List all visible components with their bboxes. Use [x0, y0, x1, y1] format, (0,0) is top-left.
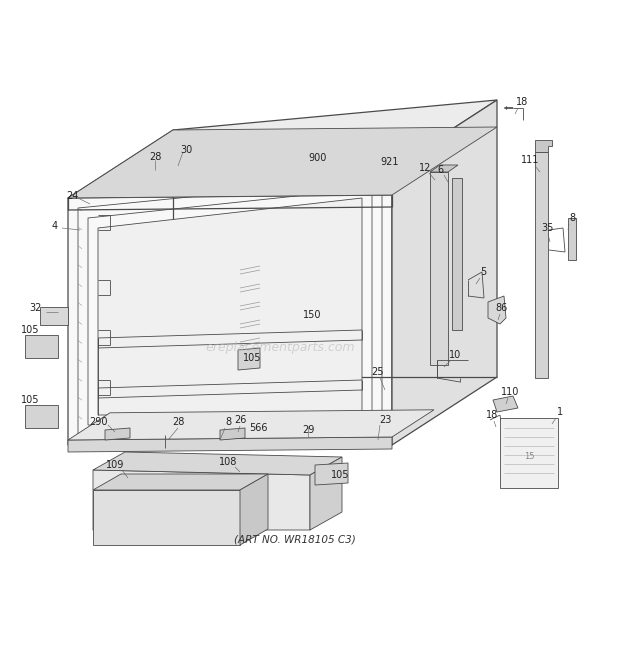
Polygon shape [68, 437, 392, 452]
Polygon shape [68, 410, 434, 440]
Text: 28: 28 [172, 417, 184, 427]
Polygon shape [315, 463, 348, 485]
Polygon shape [535, 152, 548, 378]
Polygon shape [93, 474, 268, 490]
Text: 32: 32 [30, 303, 42, 313]
Polygon shape [430, 172, 448, 365]
Text: (ART NO. WR18105 C3): (ART NO. WR18105 C3) [234, 535, 356, 545]
Polygon shape [240, 474, 268, 545]
Polygon shape [500, 418, 558, 488]
Text: 566: 566 [249, 423, 267, 433]
Polygon shape [93, 470, 310, 530]
Text: 8: 8 [569, 213, 575, 223]
Ellipse shape [162, 446, 168, 450]
Text: 900: 900 [309, 153, 327, 163]
Polygon shape [452, 178, 462, 330]
Text: 110: 110 [501, 387, 519, 397]
Polygon shape [68, 100, 497, 198]
Polygon shape [25, 405, 58, 428]
Polygon shape [93, 490, 240, 545]
Text: 105: 105 [243, 353, 261, 363]
Text: 15: 15 [524, 452, 534, 461]
Polygon shape [568, 218, 576, 260]
Text: 86: 86 [496, 303, 508, 313]
Text: 25: 25 [372, 367, 384, 377]
Polygon shape [68, 127, 497, 198]
Polygon shape [98, 198, 362, 415]
Text: 921: 921 [381, 157, 399, 167]
Text: 4: 4 [52, 221, 58, 231]
Text: 6: 6 [437, 165, 443, 175]
Polygon shape [220, 428, 245, 440]
Polygon shape [93, 452, 342, 475]
Polygon shape [68, 168, 392, 445]
Text: 35: 35 [542, 223, 554, 233]
Text: ereplacementparts.com: ereplacementparts.com [205, 342, 355, 354]
Text: 12: 12 [419, 163, 431, 173]
Polygon shape [105, 428, 130, 440]
Text: 8: 8 [225, 417, 231, 427]
Text: 290: 290 [89, 417, 107, 427]
Polygon shape [493, 396, 518, 412]
Text: 5: 5 [480, 267, 486, 277]
Text: 29: 29 [302, 425, 314, 435]
Text: 26: 26 [234, 415, 246, 425]
Polygon shape [535, 140, 552, 152]
Text: 109: 109 [106, 460, 124, 470]
Text: 23: 23 [379, 415, 391, 425]
Polygon shape [488, 296, 506, 324]
Polygon shape [25, 335, 58, 358]
Polygon shape [310, 457, 342, 530]
Polygon shape [40, 307, 68, 325]
Text: 111: 111 [521, 155, 539, 165]
Text: 1: 1 [557, 407, 563, 417]
Text: 150: 150 [303, 310, 321, 320]
Text: 18: 18 [516, 97, 528, 107]
Text: 10: 10 [449, 350, 461, 360]
Text: 105: 105 [20, 395, 39, 405]
Text: 28: 28 [149, 152, 161, 162]
FancyArrow shape [504, 106, 513, 110]
Text: 30: 30 [180, 145, 192, 155]
Polygon shape [238, 348, 260, 370]
Text: 108: 108 [219, 457, 237, 467]
Polygon shape [430, 165, 458, 172]
Ellipse shape [301, 430, 314, 438]
Polygon shape [392, 100, 497, 445]
Text: 24: 24 [66, 191, 78, 201]
Text: 105: 105 [330, 470, 349, 480]
Text: 105: 105 [20, 325, 39, 335]
Text: 18: 18 [486, 410, 498, 420]
